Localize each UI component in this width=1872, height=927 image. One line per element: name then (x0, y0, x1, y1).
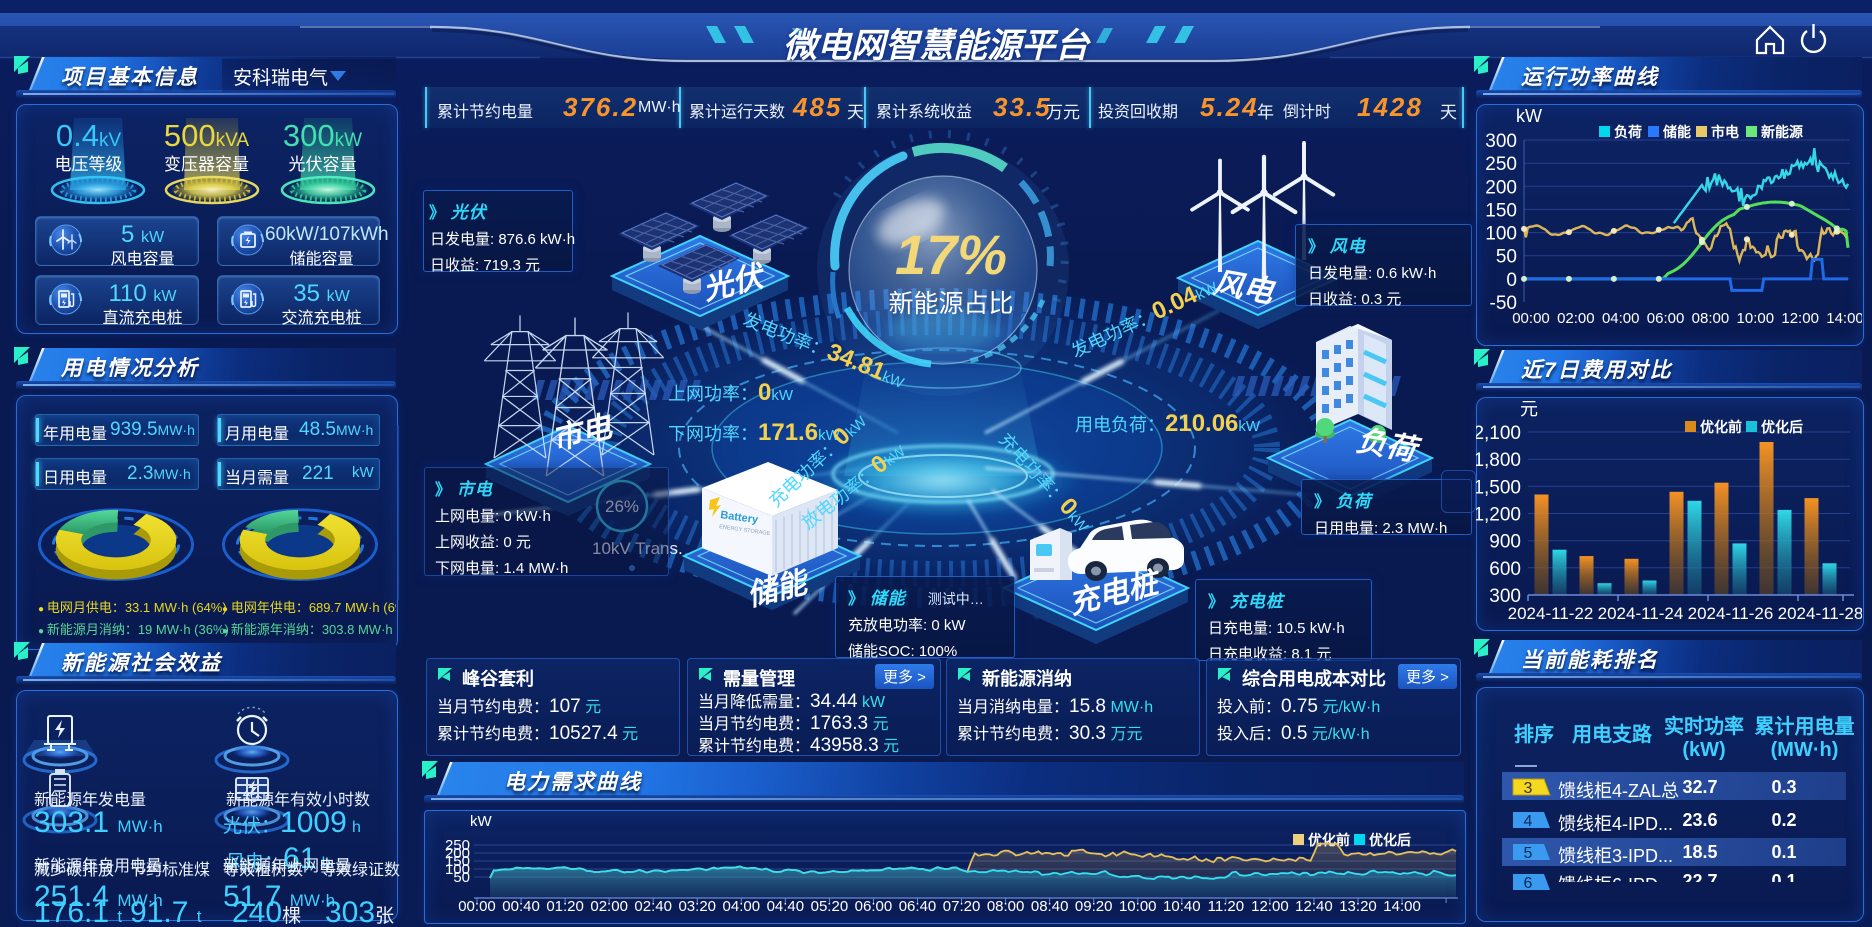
svg-text:6: 6 (1524, 875, 1533, 892)
svg-text:100: 100 (445, 861, 470, 878)
svg-text:5: 5 (1524, 845, 1533, 862)
svg-text:新能源: 新能源 (1761, 124, 1803, 140)
svg-text:2024-11-24: 2024-11-24 (1598, 604, 1684, 623)
svg-text:08:40: 08:40 (1031, 898, 1069, 915)
svg-text:12:40: 12:40 (1295, 898, 1333, 915)
svg-text:02:00: 02:00 (1557, 310, 1595, 327)
svg-text:04:40: 04:40 (767, 898, 805, 915)
svg-text:300: 300 (1485, 131, 1517, 152)
svg-text:02:00: 02:00 (590, 898, 628, 915)
svg-text:250: 250 (445, 837, 470, 854)
svg-text:600: 600 (1489, 559, 1521, 580)
svg-text:1,500: 1,500 (1476, 477, 1521, 498)
svg-text:900: 900 (1489, 532, 1521, 553)
svg-text:2,100: 2,100 (1476, 423, 1521, 444)
svg-text:300: 300 (1489, 586, 1521, 607)
svg-text:07:20: 07:20 (943, 898, 981, 915)
svg-text:150: 150 (1485, 200, 1517, 221)
svg-text:14:00: 14:00 (1826, 310, 1862, 327)
svg-text:用电负荷：210.06kW: 用电负荷：210.06kW (1075, 410, 1261, 437)
svg-text:4: 4 (1524, 813, 1533, 830)
svg-text:10:00: 10:00 (1737, 310, 1775, 327)
svg-text:200: 200 (1485, 177, 1517, 198)
svg-text:元: 元 (1520, 399, 1538, 419)
svg-text:01:20: 01:20 (546, 898, 584, 915)
svg-text:-50: -50 (1490, 293, 1517, 314)
svg-text:150: 150 (445, 853, 470, 870)
svg-text:50: 50 (453, 869, 470, 886)
svg-text:100: 100 (1485, 224, 1517, 245)
svg-text:11:20: 11:20 (1208, 898, 1244, 915)
svg-text:3: 3 (1524, 780, 1533, 797)
svg-text:市电: 市电 (1711, 124, 1739, 140)
svg-text:17%: 17% (895, 223, 1007, 286)
svg-text:06:40: 06:40 (899, 898, 937, 915)
svg-text:00:40: 00:40 (502, 898, 540, 915)
svg-text:200: 200 (445, 845, 470, 862)
svg-text:08:00: 08:00 (987, 898, 1025, 915)
svg-text:08:00: 08:00 (1692, 310, 1730, 327)
svg-text:00:00: 00:00 (458, 898, 496, 915)
svg-text:Battery: Battery (720, 509, 760, 526)
svg-text:储能: 储能 (1662, 124, 1691, 140)
svg-text:2024-11-22: 2024-11-22 (1508, 604, 1594, 623)
svg-text:优化前: 优化前 (1700, 419, 1742, 435)
svg-text:02:40: 02:40 (634, 898, 672, 915)
svg-text:06:00: 06:00 (1647, 310, 1685, 327)
svg-text:优化后: 优化后 (1761, 419, 1803, 435)
svg-text:50: 50 (1496, 247, 1517, 268)
svg-text:12:00: 12:00 (1251, 898, 1289, 915)
svg-text:13:20: 13:20 (1339, 898, 1377, 915)
svg-text:12:00: 12:00 (1781, 310, 1819, 327)
svg-text:1,800: 1,800 (1476, 450, 1521, 471)
svg-text:04:00: 04:00 (723, 898, 761, 915)
svg-text:250: 250 (1485, 154, 1517, 175)
svg-text:00:00: 00:00 (1512, 310, 1550, 327)
svg-text:负荷: 负荷 (1614, 124, 1642, 140)
svg-text:05:20: 05:20 (811, 898, 849, 915)
svg-text:14:00: 14:00 (1383, 898, 1421, 915)
svg-text:2024-11-28: 2024-11-28 (1778, 604, 1862, 623)
svg-text:04:00: 04:00 (1602, 310, 1640, 327)
svg-text:kW: kW (1516, 106, 1542, 126)
svg-text:1,200: 1,200 (1476, 505, 1521, 526)
svg-text:优化后: 优化后 (1369, 832, 1411, 848)
svg-text:下网功率：171.6kW: 下网功率：171.6kW (668, 419, 841, 446)
svg-text:2024-11-26: 2024-11-26 (1688, 604, 1774, 623)
svg-text:kW: kW (470, 813, 493, 830)
svg-text:03:20: 03:20 (678, 898, 716, 915)
svg-text:10:00: 10:00 (1119, 898, 1157, 915)
svg-text:10:40: 10:40 (1163, 898, 1201, 915)
svg-text:新能源占比: 新能源占比 (888, 290, 1013, 318)
svg-text:09:20: 09:20 (1075, 898, 1113, 915)
svg-text:06:00: 06:00 (855, 898, 893, 915)
svg-text:0: 0 (1506, 270, 1517, 291)
